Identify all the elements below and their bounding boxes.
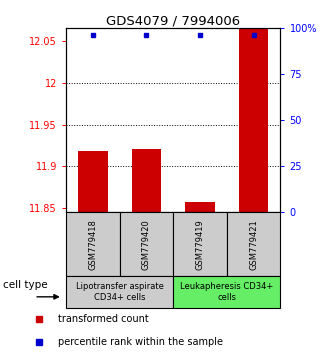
Text: cell type: cell type [3,280,48,290]
Text: Lipotransfer aspirate
CD34+ cells: Lipotransfer aspirate CD34+ cells [76,282,164,302]
Bar [132,149,161,212]
Text: GSM779420: GSM779420 [142,219,151,270]
Bar [185,202,215,212]
Bar [173,276,280,308]
Bar [173,212,227,276]
Text: transformed count: transformed count [58,314,149,325]
Text: GSM779418: GSM779418 [88,219,97,270]
Bar [66,212,119,276]
Title: GDS4079 / 7994006: GDS4079 / 7994006 [106,14,240,27]
Text: GSM779419: GSM779419 [196,219,205,270]
Bar [66,276,173,308]
Text: percentile rank within the sample: percentile rank within the sample [58,337,223,348]
Bar [239,20,268,212]
Bar [227,212,280,276]
Text: Leukapheresis CD34+
cells: Leukapheresis CD34+ cells [180,282,274,302]
Bar [119,212,173,276]
Bar [78,151,108,212]
Text: GSM779421: GSM779421 [249,219,258,270]
